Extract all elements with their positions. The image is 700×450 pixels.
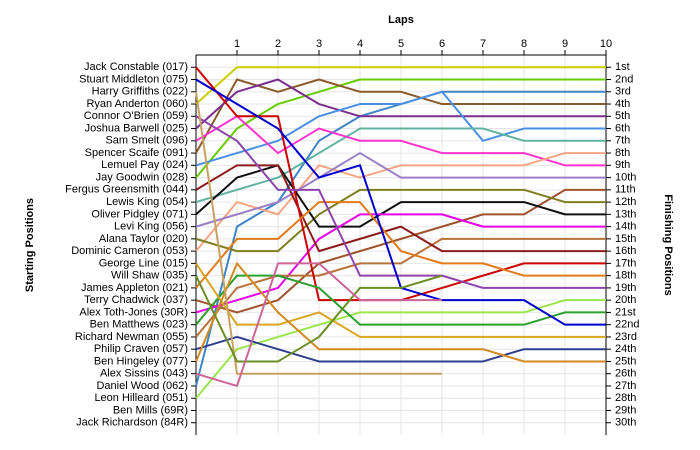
y-tick-label: Leon Hilleard (051): [94, 392, 188, 404]
series-line: [195, 115, 606, 289]
series-line: [195, 78, 606, 130]
series-line: [195, 274, 443, 363]
series-line: [195, 152, 606, 252]
x-tick-label: 3: [316, 38, 322, 50]
x-tick-label: 10: [600, 38, 612, 50]
series-line: [195, 262, 442, 387]
y-tick-label: Oliver Pidgley (071): [91, 208, 188, 220]
y2-tick-label: 17th: [615, 257, 636, 269]
y2-tick-label: 2nd: [615, 73, 633, 85]
y-tick-label: Dominic Cameron (053): [71, 245, 188, 257]
y2-tick-label: 16th: [615, 245, 636, 257]
y2-tick-label: 24th: [615, 343, 636, 355]
y2-tick-label: 8th: [615, 147, 630, 159]
y2-tick-label: 7th: [615, 135, 630, 147]
y-tick-label: Lemuel Pay (024): [101, 159, 188, 171]
series-line: [195, 213, 606, 314]
y2-axis-title: Finishing Positions: [662, 194, 674, 295]
y2-tick-label: 29th: [615, 404, 636, 416]
y-tick-label: Alex Sissins (043): [100, 368, 188, 380]
y2-tick-label: 12th: [615, 196, 636, 208]
y2-tick-label: 19th: [615, 282, 636, 294]
y-tick-label: Alana Taylor (020): [99, 233, 188, 245]
y2-tick-label: 20th: [615, 294, 636, 306]
x-tick-label: 7: [480, 38, 486, 50]
y-tick-label: Terry Chadwick (037): [84, 294, 188, 306]
series-line: [195, 262, 606, 338]
y2-tick-label: 11th: [615, 184, 636, 196]
y-tick-label: Philip Craven (057): [94, 343, 188, 355]
y-tick-label: Harry Griffiths (022): [92, 86, 188, 98]
series-line: [195, 66, 606, 105]
y-tick-label: Stuart Middleton (075): [79, 73, 188, 85]
y2-tick-label: 26th: [615, 368, 636, 380]
y-tick-label: Alex Toth-Jones (30R): [79, 306, 188, 318]
y-tick-label: Ben Hingeley (077): [94, 355, 188, 367]
y-tick-label: Joshua Barwell (025): [85, 122, 188, 134]
x-axis-title: Laps: [388, 14, 414, 26]
series-line: [195, 335, 606, 363]
y2-tick-label: 15th: [615, 233, 636, 245]
y-tick-label: Sam Smelt (096): [105, 135, 188, 147]
x-tick-label: 9: [562, 38, 568, 50]
y-tick-label: Ben Matthews (023): [90, 319, 188, 331]
x-tick-label: 8: [521, 38, 527, 50]
series-line: [195, 90, 606, 167]
series-line: [195, 164, 606, 228]
y-tick-label: Lewis King (054): [106, 196, 188, 208]
series-line: [195, 237, 606, 338]
y2-tick-label: 3rd: [615, 86, 631, 98]
y-tick-label: Fergus Greensmith (044): [65, 184, 188, 196]
series-line: [195, 201, 606, 289]
y2-tick-label: 22nd: [615, 319, 639, 331]
y-tick-label: Richard Newman (055): [75, 331, 188, 343]
y2-tick-label: 27th: [615, 380, 636, 392]
y-tick-label: Ben Mills (69R): [113, 404, 188, 416]
y2-tick-label: 30th: [615, 417, 636, 429]
series-line: [195, 127, 606, 204]
y2-tick-label: 25th: [615, 355, 636, 367]
x-tick-label: 6: [439, 38, 445, 50]
y-tick-label: George Line (015): [99, 257, 188, 269]
y2-tick-label: 21st: [615, 306, 636, 318]
x-tick-label: 2: [275, 38, 281, 50]
y-tick-label: Spencer Scaife (091): [85, 147, 188, 159]
y2-tick-label: 18th: [615, 270, 636, 282]
series-line: [195, 78, 606, 179]
y-tick-label: Daniel Wood (062): [96, 380, 188, 392]
y2-tick-label: 6th: [615, 122, 630, 134]
y2-tick-label: 10th: [615, 171, 636, 183]
series-line: [195, 152, 606, 228]
y-tick-label: Connor O'Brien (059): [84, 110, 188, 122]
y2-tick-label: 5th: [615, 110, 630, 122]
y-tick-label: Levi King (056): [114, 221, 188, 233]
series-line: [195, 91, 442, 375]
series-line: [195, 188, 606, 253]
y-axis-title: Starting Positions: [24, 198, 36, 292]
y2-tick-label: 23rd: [615, 331, 637, 343]
y2-tick-label: 13th: [615, 208, 636, 220]
x-tick-label: 4: [357, 38, 363, 50]
y-tick-label: Will Shaw (035): [111, 270, 188, 282]
series-line: [195, 262, 606, 363]
x-tick-label: 1: [234, 38, 240, 50]
y-tick-label: James Appleton (021): [81, 282, 188, 294]
y-tick-label: Jack Richardson (84R): [76, 417, 188, 429]
y-tick-label: Jay Goodwin (028): [96, 171, 188, 183]
series-line: [195, 274, 606, 326]
y2-tick-label: 4th: [615, 98, 630, 110]
series-line: [195, 78, 606, 154]
y2-tick-label: 28th: [615, 392, 636, 404]
y-tick-label: Ryan Anderton (060): [86, 98, 188, 110]
y2-tick-label: 9th: [615, 159, 630, 171]
x-tick-label: 5: [398, 38, 404, 50]
series-line: [195, 115, 606, 167]
y2-tick-label: 14th: [615, 221, 636, 233]
y-tick-label: Jack Constable (017): [84, 61, 188, 73]
series-line: [195, 164, 606, 253]
y2-tick-label: 1st: [615, 61, 630, 73]
